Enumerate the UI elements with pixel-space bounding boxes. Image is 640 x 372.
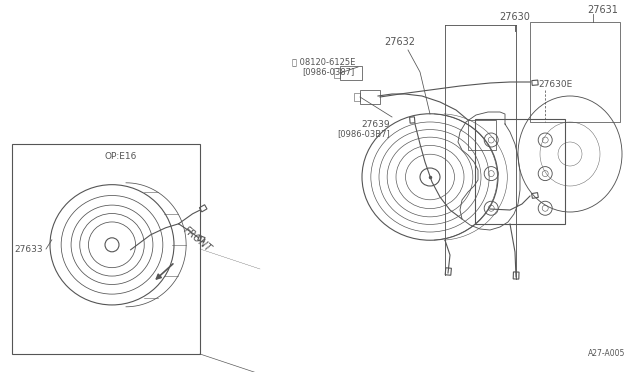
Bar xyxy=(334,68,340,78)
Bar xyxy=(340,66,362,80)
Bar xyxy=(530,22,620,122)
Text: FRONT: FRONT xyxy=(181,225,213,254)
Text: Ⓢ 08120-6125E: Ⓢ 08120-6125E xyxy=(292,58,355,67)
Bar xyxy=(360,90,380,104)
Bar xyxy=(12,144,200,354)
Text: A27-A005: A27-A005 xyxy=(588,350,625,359)
Text: 27632: 27632 xyxy=(385,37,415,47)
Text: [0986-0387]: [0986-0387] xyxy=(303,67,355,77)
Bar xyxy=(475,119,565,224)
Text: [0986-03B7]: [0986-03B7] xyxy=(337,129,390,138)
Text: 27631: 27631 xyxy=(587,5,618,15)
Bar xyxy=(354,93,360,101)
Bar xyxy=(468,120,496,150)
Text: 27630: 27630 xyxy=(500,12,531,22)
Text: 27639: 27639 xyxy=(362,119,390,128)
Text: 27630E: 27630E xyxy=(538,80,572,89)
Text: OP:E16: OP:E16 xyxy=(105,151,137,160)
Text: 27633: 27633 xyxy=(14,244,43,253)
